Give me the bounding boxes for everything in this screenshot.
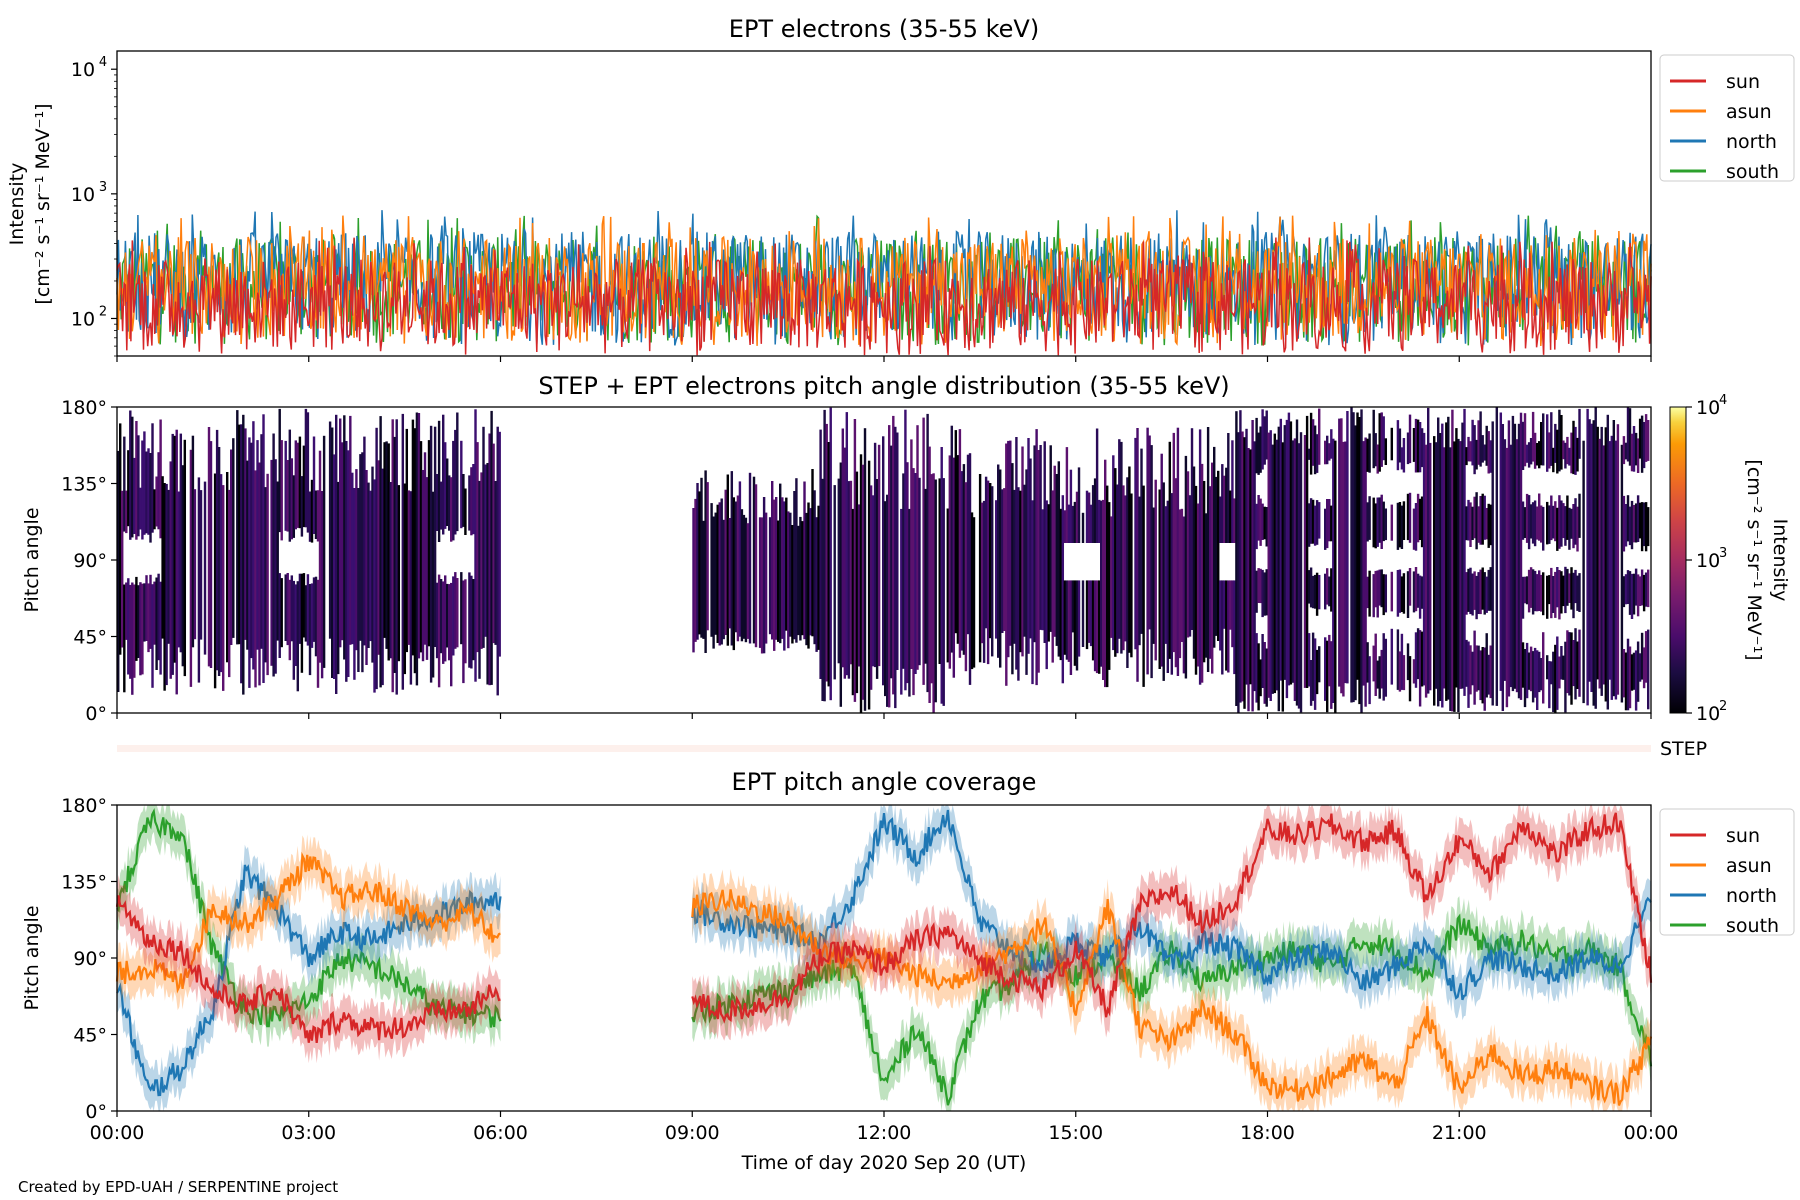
coverage-x-tick: 18:00 <box>1240 1122 1295 1144</box>
coverage-y-tick: 90° <box>73 948 107 970</box>
coverage-y-tick: 45° <box>73 1025 107 1047</box>
pad-heatmap <box>117 407 1650 713</box>
legend-label-south: south <box>1726 161 1779 183</box>
pad-y-tick: 0° <box>85 703 107 725</box>
coverage-band-north <box>692 805 1651 1021</box>
colorbar-tick: 10 <box>1696 550 1720 572</box>
colorbar-tick: 10 <box>1696 703 1720 725</box>
pad-y-label: Pitch angle <box>21 507 43 612</box>
coverage-y-tick: 0° <box>85 1101 107 1123</box>
intensity-y-label-1: Intensity <box>6 163 28 246</box>
coverage-series-sun <box>115 895 501 1044</box>
colorbar-label-2: [cm⁻² s⁻¹ sr⁻¹ MeV⁻¹] <box>1743 459 1765 660</box>
coverage-x-label: Time of day 2020 Sep 20 (UT) <box>741 1152 1027 1174</box>
intensity-y-tick: 10 <box>71 184 95 206</box>
intensity-x-axis <box>116 356 1652 362</box>
coverage-legend: sun asun north south <box>1659 808 1795 937</box>
colorbar-tick-exp: 3 <box>1719 546 1727 561</box>
intensity-y-tick: 10 <box>71 59 95 81</box>
pad-y-axis: 0° 45° 90° 135° 180° <box>61 397 117 725</box>
coverage-panel-title: EPT pitch angle coverage <box>732 768 1037 796</box>
coverage-series-south <box>691 913 1653 1106</box>
coverage-x-tick: 12:00 <box>857 1122 912 1144</box>
intensity-y-tick-exp: 4 <box>99 55 107 70</box>
legend-label-north: north <box>1726 885 1777 907</box>
intensity-series-sun <box>116 237 1652 356</box>
coverage-band-asun <box>692 869 1651 1111</box>
intensity-y-axis: 10 2 10 3 10 4 <box>71 55 117 357</box>
intensity-y-label-2: [cm⁻² s⁻¹ sr⁻¹ MeV⁻¹] <box>32 103 54 304</box>
step-strip-bar <box>117 745 1651 752</box>
coverage-y-tick: 180° <box>61 795 107 817</box>
legend-label-sun: sun <box>1726 71 1760 93</box>
coverage-x-axis: 00:00 03:00 06:00 09:00 12:00 15:00 18:00 21:00… <box>90 1111 1679 1144</box>
coverage-plot-area <box>115 805 1653 1111</box>
coverage-x-tick: 00:00 <box>1624 1122 1679 1144</box>
pad-y-tick: 135° <box>61 474 107 496</box>
coverage-band-sun <box>692 805 1651 1041</box>
intensity-y-tick-exp: 3 <box>99 180 107 195</box>
coverage-x-tick: 21:00 <box>1432 1122 1487 1144</box>
coverage-band-sun <box>117 875 501 1064</box>
pad-panel-title: STEP + EPT electrons pitch angle distrib… <box>538 372 1229 400</box>
coverage-series-south <box>116 808 502 1028</box>
coverage-y-tick: 135° <box>61 872 107 894</box>
colorbar-tick-exp: 4 <box>1719 393 1727 408</box>
colorbar-tick: 10 <box>1696 397 1720 419</box>
pad-x-axis <box>116 713 1652 719</box>
coverage-y-label: Pitch angle <box>21 905 43 1010</box>
colorbar-tick-exp: 2 <box>1719 699 1727 714</box>
intensity-y-tick: 10 <box>71 308 95 330</box>
coverage-panel: EPT pitch angle coverage 0° 45° 90° 135° 180… <box>21 768 1795 1174</box>
coverage-x-tick: 00:00 <box>90 1122 145 1144</box>
coverage-series-north <box>116 864 502 1097</box>
coverage-series-sun <box>691 812 1653 1024</box>
pad-panel: STEP + EPT electrons pitch angle distrib… <box>21 372 1791 725</box>
intensity-plot-area <box>116 210 1652 356</box>
legend-label-south: south <box>1726 915 1779 937</box>
coverage-series-asun <box>115 851 501 994</box>
legend-label-sun: sun <box>1726 825 1760 847</box>
step-strip: STEP <box>117 738 1707 760</box>
legend-label-north: north <box>1726 131 1777 153</box>
coverage-x-tick: 03:00 <box>281 1122 336 1144</box>
intensity-panel-title: EPT electrons (35-55 keV) <box>729 15 1039 43</box>
colorbar <box>1669 406 1687 714</box>
legend-label-asun: asun <box>1726 101 1772 123</box>
pad-y-tick: 45° <box>73 627 107 649</box>
pad-y-tick: 180° <box>61 397 107 419</box>
coverage-x-tick: 06:00 <box>473 1122 528 1144</box>
credit-text: Created by EPD-UAH / SERPENTINE project <box>18 1178 338 1196</box>
step-strip-label: STEP <box>1660 738 1707 760</box>
coverage-x-tick: 09:00 <box>665 1122 720 1144</box>
colorbar-label-1: Intensity <box>1769 519 1791 602</box>
legend-label-asun: asun <box>1726 855 1772 877</box>
intensity-legend: sun asun north south <box>1659 54 1795 183</box>
coverage-y-axis: 0° 45° 90° 135° 180° <box>61 795 117 1123</box>
pad-y-tick: 90° <box>73 550 107 572</box>
intensity-y-tick-exp: 2 <box>99 304 107 319</box>
coverage-x-tick: 15:00 <box>1048 1122 1103 1144</box>
intensity-panel: EPT electrons (35-55 keV) 10 2 10 3 10 4 Inte… <box>6 15 1795 362</box>
coverage-series-north <box>691 809 1652 1001</box>
